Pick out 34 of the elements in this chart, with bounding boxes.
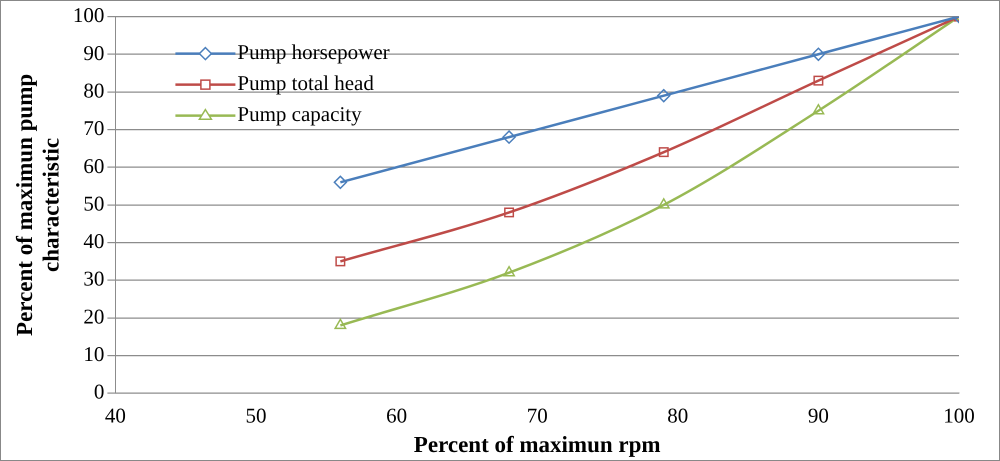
x-tick-label: 90 [808,403,829,428]
y-tick-label: 90 [83,40,104,65]
y-tick-label: 80 [83,78,104,102]
y-tick-label: 30 [83,266,104,291]
x-tick-label: 100 [943,403,975,428]
x-tick-label: 40 [104,403,126,428]
point [812,48,826,62]
y-tick-label: 60 [83,154,104,178]
point [503,266,516,276]
point [658,198,670,209]
point [504,207,514,218]
legend-label: Pump horsepower [237,40,390,64]
x-tick-label: 50 [246,403,266,428]
y-tick-label: 70 [83,116,104,140]
point [658,147,669,158]
x-tick-label: 70 [526,403,548,428]
legend-label: Pump capacity [237,102,362,126]
point [656,88,670,102]
y-tick-label: 100 [72,3,104,28]
y-tick-label: 40 [83,229,104,254]
legend-label: Pump total head [237,71,374,96]
x-tick-label: 80 [667,403,688,428]
y-tick-label: 20 [83,304,104,328]
x-axis-title: Percent of maximun rpm [414,432,661,458]
point [334,176,348,190]
point [813,76,824,86]
point [335,256,346,266]
y-tick-label: 0 [94,380,104,404]
point [334,318,346,330]
point [502,130,516,144]
y-tick-label: 50 [83,191,104,216]
y-tick-label: 10 [83,342,104,366]
x-tick-label: 60 [386,403,408,428]
y-axis-title: Percent of maximun pump characteristic [12,74,64,336]
